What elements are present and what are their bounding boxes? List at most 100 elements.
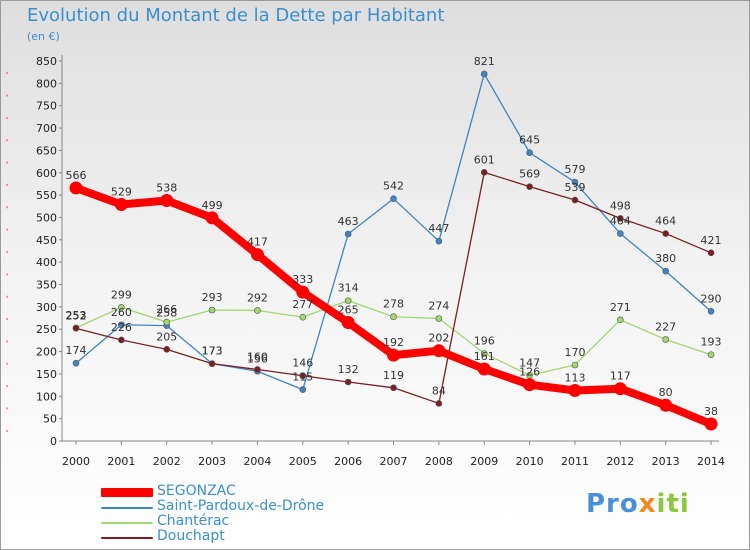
data-point <box>435 315 443 322</box>
y-tick-label: 550 <box>36 189 57 202</box>
data-point <box>477 362 491 376</box>
data-point <box>344 230 352 238</box>
data-point <box>480 169 488 176</box>
data-point <box>72 325 80 332</box>
legend-label: SEGONZAC <box>157 483 236 499</box>
data-point <box>617 316 624 324</box>
x-tick-label: 2009 <box>470 455 498 468</box>
data-label: 579 <box>564 163 585 176</box>
data-point <box>707 308 715 315</box>
data-point <box>662 230 669 237</box>
data-point <box>523 378 537 392</box>
y-tick-label: 800 <box>36 77 57 90</box>
data-label: 193 <box>701 336 722 349</box>
data-point <box>205 211 219 225</box>
data-label: 498 <box>610 199 631 212</box>
x-tick-label: 2010 <box>516 455 544 468</box>
data-label: 293 <box>202 291 223 304</box>
y-tick-label: 850 <box>36 55 57 68</box>
data-label: 84 <box>432 384 446 397</box>
data-point <box>299 313 307 321</box>
data-label: 252 <box>66 309 87 322</box>
data-label: 115 <box>292 371 313 384</box>
data-label: 464 <box>610 215 631 228</box>
data-point <box>526 183 533 190</box>
data-point <box>571 196 579 204</box>
data-label: 542 <box>383 180 404 193</box>
legend-label: Douchapt <box>157 528 225 544</box>
data-point <box>571 178 579 186</box>
data-label: 160 <box>247 350 268 363</box>
data-label: 601 <box>474 153 495 166</box>
data-point <box>299 386 307 393</box>
data-point <box>659 398 673 412</box>
data-label: 117 <box>610 370 631 383</box>
data-label: 202 <box>428 332 449 345</box>
data-point <box>662 336 669 343</box>
y-tick-label: 200 <box>36 346 57 359</box>
data-label: 170 <box>564 346 585 359</box>
data-label: 192 <box>383 336 404 349</box>
y-tick-label: 450 <box>36 234 57 247</box>
data-label: 196 <box>474 334 495 347</box>
data-point <box>254 366 261 373</box>
x-tick-label: 2005 <box>289 455 317 468</box>
x-tick-label: 2002 <box>153 455 181 468</box>
data-label: 146 <box>292 357 313 370</box>
data-point <box>118 336 125 344</box>
data-label: 132 <box>338 363 359 376</box>
data-label: 463 <box>338 215 359 228</box>
data-label: 333 <box>292 273 313 286</box>
data-label: 253 <box>66 309 87 322</box>
data-point <box>617 230 624 237</box>
legend-swatch <box>101 506 153 509</box>
data-label: 292 <box>247 291 268 304</box>
data-label: 119 <box>383 369 404 382</box>
data-label: 314 <box>338 282 359 295</box>
x-tick-label: 2003 <box>198 455 226 468</box>
data-point <box>344 378 352 386</box>
data-label: 299 <box>111 288 132 301</box>
data-label: 421 <box>701 234 722 247</box>
data-point <box>296 285 310 299</box>
legend-swatch <box>101 521 153 524</box>
data-label: 417 <box>247 236 268 249</box>
data-label: 271 <box>610 301 631 314</box>
data-label: 161 <box>474 350 495 363</box>
data-point <box>387 348 401 362</box>
data-label: 538 <box>156 181 177 194</box>
data-point <box>118 321 125 329</box>
x-tick-label: 2014 <box>697 455 725 468</box>
data-label: 821 <box>474 55 495 68</box>
data-label: 266 <box>156 303 177 316</box>
data-point <box>208 360 216 367</box>
data-point <box>435 237 443 245</box>
x-tick-label: 2007 <box>380 455 408 468</box>
data-label: 499 <box>202 199 223 212</box>
data-point <box>704 417 718 431</box>
data-point <box>118 304 125 311</box>
data-point <box>254 307 261 314</box>
data-point <box>163 318 171 326</box>
data-label: 80 <box>659 386 673 399</box>
data-point <box>250 248 264 262</box>
data-point <box>390 313 397 321</box>
y-tick-label: 600 <box>36 167 57 180</box>
proxiti-logo: Proxiti <box>586 489 690 519</box>
x-tick-label: 2012 <box>606 455 634 468</box>
y-tick-label: 400 <box>36 256 57 269</box>
x-tick-label: 2011 <box>561 455 589 468</box>
chart-subtitle: (en €) <box>27 30 60 43</box>
y-tick-label: 0 <box>50 435 57 448</box>
data-label: 227 <box>655 321 676 334</box>
data-label: 447 <box>428 222 449 235</box>
y-tick-label: 750 <box>36 100 57 113</box>
data-label: 566 <box>66 169 87 182</box>
data-point <box>662 267 669 275</box>
data-point <box>160 193 174 207</box>
data-point <box>72 359 80 367</box>
x-tick-label: 2000 <box>62 455 90 468</box>
data-point <box>299 372 307 380</box>
y-tick-label: 150 <box>36 368 57 381</box>
